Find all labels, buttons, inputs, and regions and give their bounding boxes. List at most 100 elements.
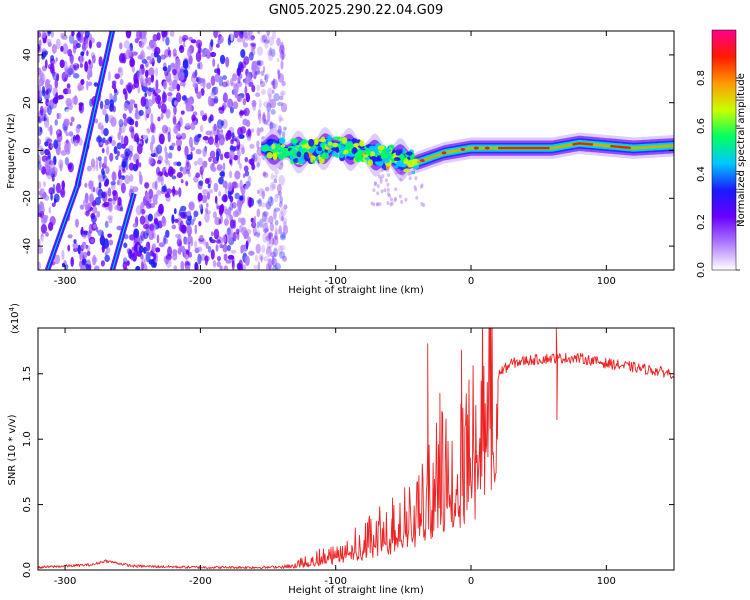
noise-speckle <box>237 231 240 241</box>
signal-blob <box>367 159 373 167</box>
noise-speckle <box>276 57 280 63</box>
noise-speckle <box>212 58 216 67</box>
noise-speckle <box>256 162 261 168</box>
noise-speckle <box>248 196 252 208</box>
noise-speckle <box>108 114 115 124</box>
signal-tail <box>415 195 419 200</box>
noise-speckle <box>90 158 96 168</box>
noise-speckle <box>174 218 179 223</box>
noise-speckle <box>75 124 81 134</box>
snr-axes: -300 -200 -100 0 100 0.0 0.5 1.0 1.5 <box>22 328 674 587</box>
signal-blob <box>278 137 286 144</box>
signal-blob <box>407 159 415 168</box>
noise-speckle <box>154 46 161 56</box>
noise-speckle <box>256 199 262 204</box>
noise-speckle <box>256 156 261 166</box>
noise-speckle <box>216 164 223 171</box>
noise-speckle <box>107 215 113 220</box>
noise-speckle <box>173 105 177 116</box>
noise-speckle <box>264 73 270 79</box>
noise-speckle <box>256 84 260 92</box>
noise-speckle <box>216 128 221 135</box>
colorbar-tick-label: 0.4 <box>696 166 707 182</box>
signal-blob <box>381 149 386 157</box>
noise-speckle <box>282 217 288 225</box>
noise-speckle <box>278 251 286 259</box>
noise-speckle <box>142 33 146 40</box>
noise-speckle <box>126 260 130 266</box>
noise-speckle <box>207 177 212 187</box>
noise-speckle <box>145 76 149 84</box>
noise-speckle <box>117 67 122 73</box>
noise-speckle <box>261 113 266 124</box>
noise-speckle <box>250 42 257 47</box>
noise-speckle <box>282 224 289 235</box>
noise-speckle <box>86 250 91 256</box>
noise-speckle <box>272 31 276 40</box>
noise-speckle <box>127 46 132 57</box>
noise-speckle <box>185 161 192 172</box>
noise-speckle <box>235 208 242 216</box>
noise-speckle <box>261 190 265 200</box>
noise-speckle <box>104 254 110 262</box>
noise-speckle <box>54 254 61 265</box>
noise-speckle <box>194 240 198 249</box>
noise-speckle <box>135 111 138 120</box>
noise-speckle <box>254 254 258 262</box>
snr-frame <box>37 327 675 571</box>
noise-speckle <box>257 261 261 270</box>
noise-speckle <box>229 144 236 153</box>
noise-speckle <box>274 262 281 270</box>
noise-speckle <box>50 31 54 38</box>
signal-blob <box>285 151 292 157</box>
noise-speckle <box>258 113 262 125</box>
diagonal-track-core <box>111 193 135 270</box>
noise-speckle <box>79 260 83 268</box>
noise-speckle <box>193 216 196 222</box>
noise-speckle <box>67 88 72 95</box>
noise-speckle <box>171 214 175 224</box>
noise-speckle <box>41 85 46 97</box>
noise-speckle <box>266 263 270 270</box>
noise-speckle <box>227 206 232 217</box>
signal-tail <box>376 184 380 188</box>
noise-speckle <box>212 125 218 130</box>
noise-speckle <box>270 196 273 204</box>
noise-speckle <box>94 118 99 124</box>
noise-speckle <box>251 100 257 108</box>
signal-blob <box>395 151 401 156</box>
noise-speckle <box>266 253 272 260</box>
noise-speckle <box>281 215 284 222</box>
noise-speckle <box>245 92 250 103</box>
noise-speckle <box>144 92 147 98</box>
noise-speckle <box>273 209 277 220</box>
noise-speckle <box>233 31 239 39</box>
noise-speckle <box>197 62 201 70</box>
noise-speckle <box>237 264 243 270</box>
noise-speckle <box>262 232 269 244</box>
snr-ytick-label: 0.0 <box>22 562 33 578</box>
noise-speckle <box>188 36 193 41</box>
noise-speckle <box>261 211 267 222</box>
noise-speckle <box>142 129 148 140</box>
noise-speckle <box>226 130 232 140</box>
noise-speckle <box>224 187 228 195</box>
noise-speckle <box>180 132 187 140</box>
noise-speckle <box>44 148 50 156</box>
noise-speckle <box>191 114 196 122</box>
noise-speckle <box>216 239 221 244</box>
signal-blob <box>297 157 306 165</box>
noise-speckle <box>67 67 74 76</box>
noise-speckle <box>272 235 279 246</box>
noise-speckle <box>274 232 278 241</box>
noise-speckle <box>157 194 163 205</box>
noise-speckle <box>164 145 167 154</box>
signal-blob <box>393 165 399 169</box>
noise-speckle <box>100 121 104 126</box>
noise-speckle <box>277 73 285 83</box>
noise-speckle <box>176 133 181 138</box>
noise-speckle <box>268 36 275 46</box>
noise-speckle <box>171 175 177 180</box>
noise-speckle <box>219 153 224 161</box>
